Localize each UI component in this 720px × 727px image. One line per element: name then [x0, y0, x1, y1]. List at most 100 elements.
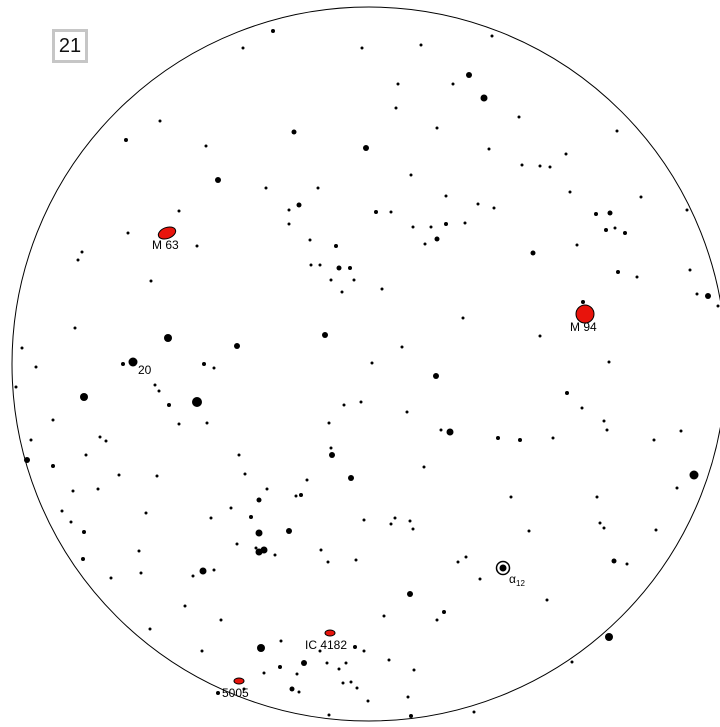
star — [605, 633, 613, 641]
star — [575, 243, 579, 247]
star — [439, 428, 443, 432]
star — [456, 560, 460, 564]
star — [237, 453, 241, 457]
star — [34, 365, 38, 369]
star — [149, 279, 153, 283]
star — [434, 236, 440, 242]
star — [595, 495, 599, 499]
star — [342, 403, 346, 407]
star — [137, 549, 141, 553]
star — [204, 144, 208, 148]
star — [408, 519, 412, 523]
star — [412, 668, 416, 672]
star — [382, 614, 386, 618]
star — [126, 231, 130, 235]
star — [607, 360, 611, 364]
star — [14, 385, 18, 389]
star — [639, 195, 643, 199]
star — [329, 446, 333, 450]
star — [613, 226, 617, 230]
star — [255, 529, 263, 537]
star — [538, 334, 542, 338]
star — [635, 275, 639, 279]
star — [96, 487, 100, 491]
star — [191, 574, 195, 578]
star — [433, 373, 439, 379]
star — [155, 474, 159, 478]
star — [360, 46, 364, 50]
star — [255, 548, 263, 556]
star — [200, 649, 204, 653]
star — [705, 293, 711, 299]
star — [121, 362, 125, 366]
star — [476, 202, 480, 206]
star — [183, 604, 187, 608]
star — [688, 268, 692, 272]
star — [318, 649, 322, 653]
star — [73, 326, 77, 330]
star — [444, 222, 448, 226]
star — [216, 691, 220, 695]
star — [234, 343, 240, 349]
star — [478, 577, 482, 581]
star — [265, 487, 269, 491]
star — [235, 542, 239, 546]
star — [167, 403, 171, 407]
star — [530, 250, 536, 256]
star — [366, 699, 370, 703]
star — [581, 300, 585, 304]
star — [538, 164, 542, 168]
galaxy-m94 — [575, 304, 595, 324]
star — [29, 438, 33, 442]
star — [80, 250, 84, 254]
star — [348, 266, 352, 270]
star — [164, 334, 172, 342]
star — [295, 672, 299, 676]
star — [355, 686, 359, 690]
star — [192, 397, 202, 407]
star — [695, 292, 699, 296]
star — [256, 497, 262, 503]
star — [316, 186, 320, 190]
star — [487, 147, 491, 151]
star — [287, 208, 291, 212]
star — [625, 562, 629, 566]
star — [405, 410, 409, 414]
star — [602, 526, 606, 530]
star — [353, 645, 357, 649]
star — [354, 558, 358, 562]
star — [411, 225, 415, 229]
star — [264, 186, 268, 190]
star — [271, 29, 275, 33]
star — [212, 366, 216, 370]
star — [517, 115, 521, 119]
star — [490, 34, 494, 38]
star — [616, 270, 620, 274]
star — [349, 680, 353, 684]
star — [565, 391, 569, 395]
star — [605, 428, 609, 432]
label-ngc5005: 5005 — [222, 686, 249, 700]
star — [615, 129, 619, 133]
star — [611, 558, 617, 564]
label-alpha-subscript: 12 — [516, 579, 525, 588]
star — [334, 244, 338, 248]
chart-circle-boundary — [11, 6, 720, 722]
star — [451, 82, 455, 86]
star — [177, 209, 181, 213]
galaxy-ngc5005 — [233, 677, 245, 685]
star — [409, 714, 413, 718]
star — [675, 486, 679, 490]
star — [394, 106, 398, 110]
star — [411, 527, 415, 531]
star — [685, 208, 689, 212]
star — [24, 457, 30, 463]
star — [60, 509, 64, 513]
star — [406, 695, 410, 699]
star — [158, 119, 162, 123]
star — [652, 438, 656, 442]
star — [396, 82, 400, 86]
star-alpha — [499, 564, 507, 572]
star — [153, 383, 157, 387]
star — [363, 145, 369, 151]
